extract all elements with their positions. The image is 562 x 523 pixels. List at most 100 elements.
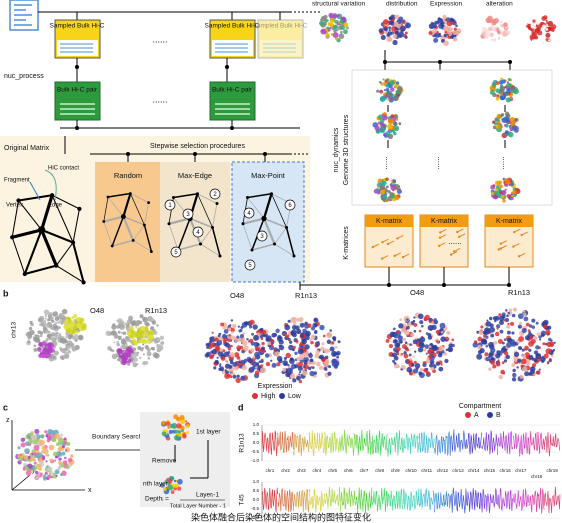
compartment-trace (481, 488, 498, 514)
structure-bead (65, 449, 68, 452)
label: z (6, 417, 10, 424)
structure-bead (57, 452, 63, 457)
structure-bead (489, 89, 495, 95)
structure-bead (506, 82, 512, 89)
structure-bead (532, 31, 538, 37)
structure-bead (517, 358, 522, 363)
compartment-trace (449, 487, 467, 514)
structure-bead (497, 339, 503, 344)
structure-bead (433, 318, 437, 322)
structure-bead (157, 347, 160, 351)
structure-bead (322, 334, 326, 338)
structure-bead (513, 88, 519, 95)
structure-bead (105, 330, 111, 336)
structure-bead (441, 25, 444, 28)
label: Random (114, 171, 142, 180)
compartment-trace (340, 487, 357, 512)
structure-bead (419, 367, 424, 372)
structure-bead (528, 348, 532, 352)
node-dot (71, 240, 76, 245)
structure-bead (319, 20, 324, 26)
structure-bead (332, 358, 338, 364)
label: 4 (196, 230, 200, 236)
label: T45 (239, 494, 246, 506)
structure-bead (490, 38, 494, 42)
compartment-trace (402, 433, 420, 455)
structure-bead (376, 130, 380, 134)
structure-bead (431, 321, 435, 325)
label: chr1 (265, 468, 274, 473)
compartment-trace (293, 489, 310, 513)
graph-edge (112, 239, 134, 247)
structure-bead (435, 340, 439, 343)
structure-bead (389, 183, 392, 186)
structure-bead (41, 341, 47, 346)
structure-bead (213, 366, 217, 370)
structure-bead (219, 348, 223, 352)
structure-bead (394, 195, 400, 201)
structure-bead (222, 349, 226, 353)
structure-bead (260, 337, 264, 341)
structure-bead (45, 474, 49, 478)
structure-bead (319, 354, 325, 360)
hic-contact-arrow (44, 169, 57, 201)
structure-bead (528, 354, 534, 360)
compartment-trace (481, 430, 498, 455)
structure-bead (336, 355, 340, 359)
structure-bead (52, 473, 58, 479)
structure-bead (512, 372, 517, 378)
structure-bead (297, 365, 303, 371)
structure-bead (276, 362, 281, 367)
structure-bead (525, 23, 528, 26)
structure-bead (409, 343, 412, 346)
node-dot (120, 214, 126, 220)
structure-bead (214, 337, 219, 342)
structure-bead (63, 323, 69, 330)
graph-edge (111, 216, 125, 247)
node-dot (279, 393, 285, 399)
structure-bead (39, 315, 45, 321)
structure-bead (327, 28, 331, 32)
structure-bead (30, 470, 33, 473)
structure-bead (400, 368, 403, 371)
structure-bead (413, 323, 418, 327)
structure-bead (81, 325, 87, 331)
label: O48 (90, 306, 104, 315)
structure-bead (43, 309, 50, 315)
graph-edge (200, 227, 213, 245)
structure-bead (161, 431, 167, 436)
structure-bead (186, 431, 189, 434)
structure-bead (322, 358, 326, 362)
structure-bead (127, 359, 132, 363)
structure-bead (413, 360, 417, 364)
structure-bead (247, 358, 253, 364)
node-dot (37, 226, 46, 234)
structure-bead (319, 324, 325, 331)
structure-bead (335, 37, 339, 41)
graph-edge (200, 243, 221, 257)
structure-bead (26, 451, 30, 454)
structure-bead (398, 339, 403, 344)
structure-bead (378, 114, 384, 120)
structure-bead (313, 317, 319, 323)
structure-bead (503, 338, 507, 341)
node-dot (75, 126, 79, 130)
label: 0.0 (253, 440, 260, 445)
structure-bead (45, 323, 50, 327)
structure-bead (386, 36, 392, 43)
structure-bead (206, 346, 209, 349)
structure-bead (134, 342, 138, 346)
structure-bead (254, 370, 260, 375)
structure-bead (385, 177, 389, 181)
structure-bead (500, 369, 505, 375)
label: Vertex (6, 203, 23, 209)
structure-bead (211, 349, 217, 355)
structure-bead (122, 331, 127, 335)
structure-bead (504, 317, 509, 323)
structure-bead (383, 19, 389, 25)
structure-bead (429, 342, 433, 347)
structure-bead (185, 424, 190, 428)
structure-bead (218, 364, 222, 368)
node-dot (517, 255, 521, 258)
label: chr2 (281, 468, 290, 473)
